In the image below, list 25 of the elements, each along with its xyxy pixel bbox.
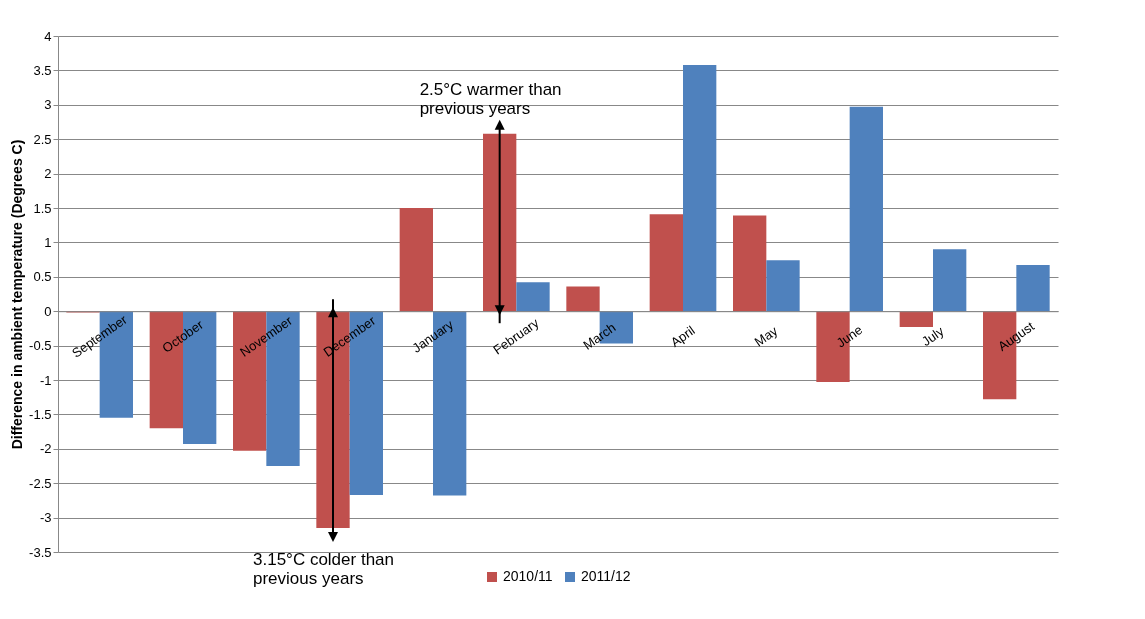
y-tick-label: 0 — [44, 303, 52, 319]
x-tick-label: July — [918, 323, 947, 350]
y-tick-label: 3.5 — [33, 62, 52, 78]
y-tick-label: -1.5 — [29, 406, 52, 422]
x-tick-label: May — [751, 322, 781, 350]
annotation: 2.5°C warmer than previous years — [419, 80, 562, 119]
y-tick-label: 0.5 — [33, 269, 52, 285]
y-tick-label: -0.5 — [29, 338, 52, 354]
y-tick-label: -2.5 — [29, 475, 52, 491]
y-tick-label: 1 — [44, 234, 52, 250]
y-tick-label: 1.5 — [33, 200, 52, 216]
y-axis-title: Difference in ambient temperature (Degrees C) — [9, 139, 26, 450]
y-tick-label: 2.5 — [33, 131, 52, 147]
x-tick-label: April — [667, 322, 698, 350]
x-tick-label: June — [833, 322, 866, 351]
y-tick-label: -1 — [39, 372, 52, 388]
y-tick-label: 4 — [44, 28, 52, 44]
y-tick-label: 3 — [44, 97, 52, 113]
y-tick-label: -3.5 — [29, 544, 52, 560]
y-tick-label: 2 — [44, 166, 52, 182]
y-tick-label: -3 — [39, 510, 52, 526]
legend-label: 2010/11 — [503, 568, 553, 584]
legend-label: 2011/12 — [581, 568, 631, 584]
annotation: 3.15°C colder than previous years — [253, 550, 394, 588]
y-tick-label: -2 — [39, 441, 52, 457]
